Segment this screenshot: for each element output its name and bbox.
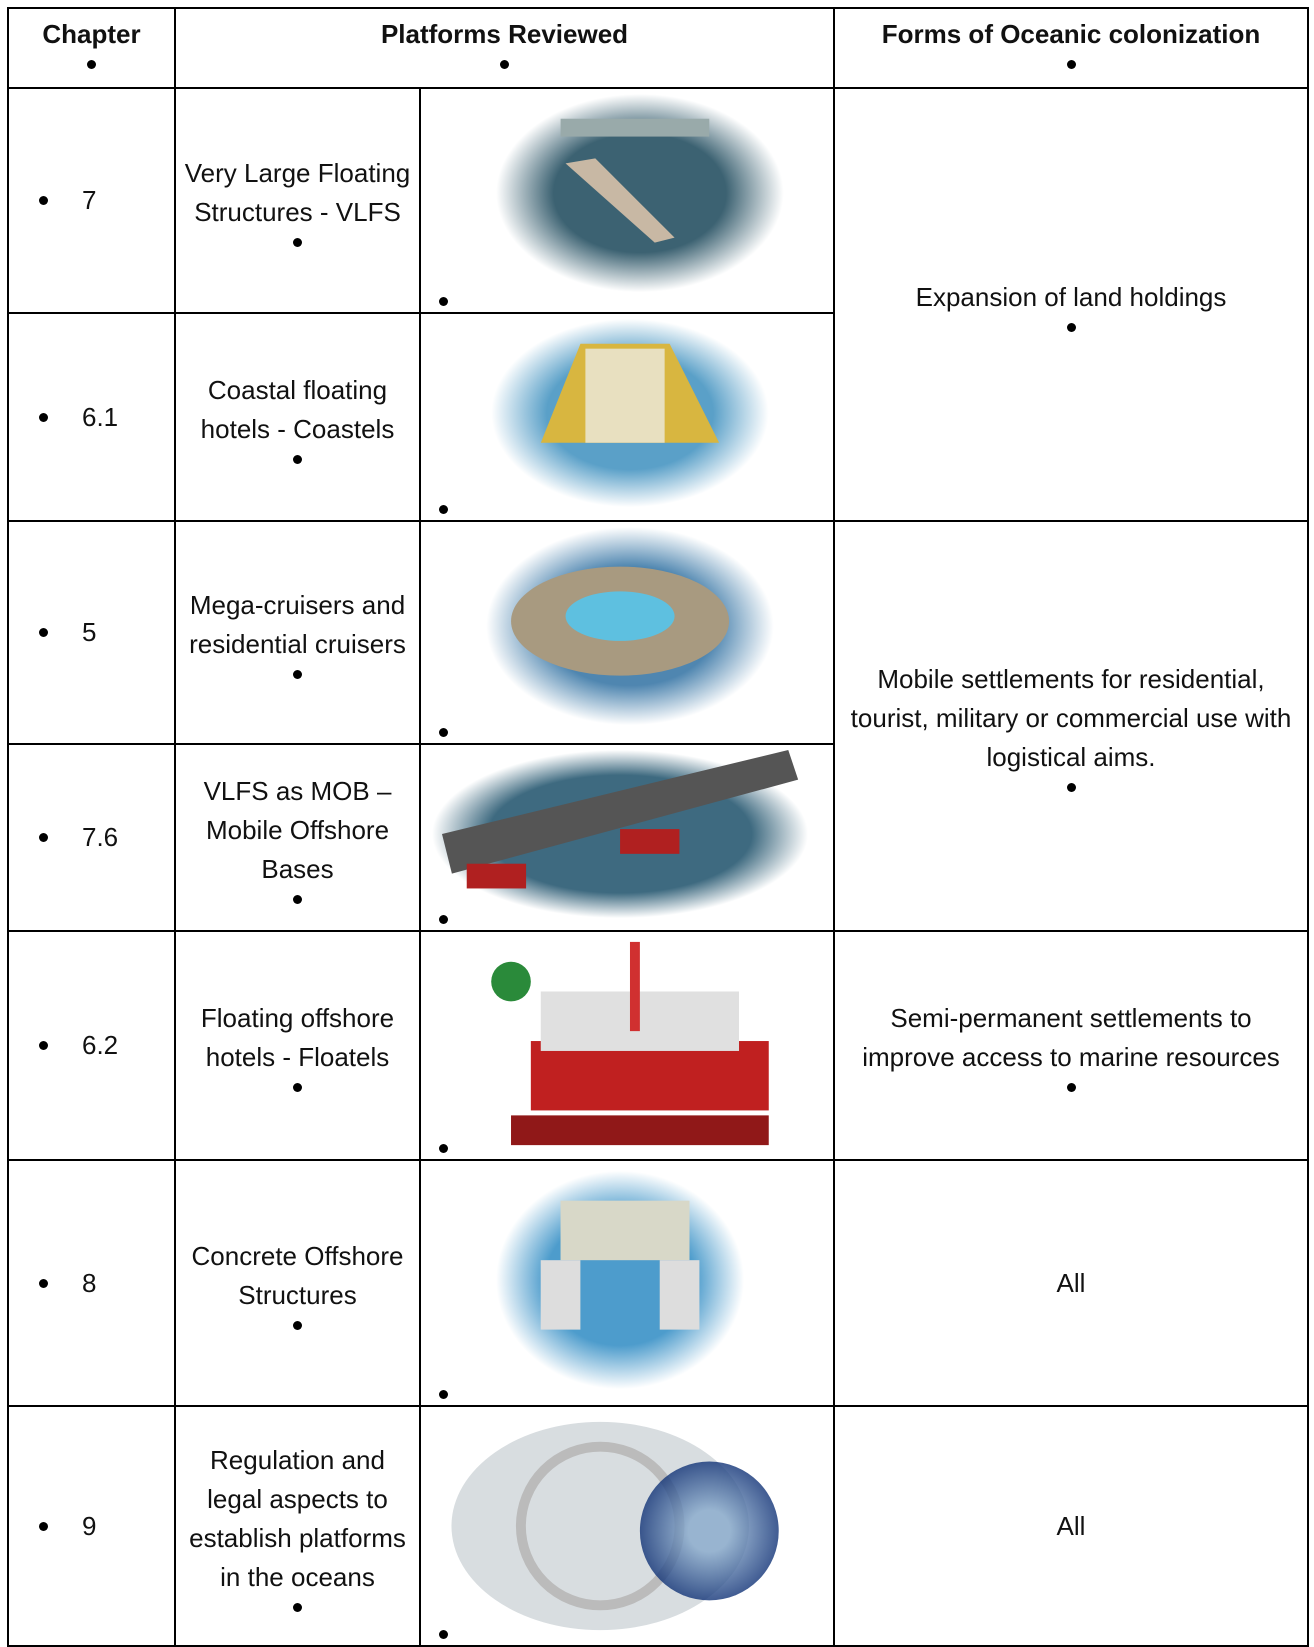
platform-cell: Concrete Offshore Structures xyxy=(174,1159,421,1407)
illustration xyxy=(486,526,774,726)
chapter-cell: 7.6 xyxy=(7,743,176,932)
form-cell: All xyxy=(833,1405,1309,1647)
chapter-number: 7 xyxy=(82,185,97,215)
chapter-number: 6.2 xyxy=(82,1030,119,1060)
illustration xyxy=(491,318,769,508)
platform-table: Chapter Platforms Reviewed Forms of Ocea… xyxy=(7,7,1309,1647)
illustration xyxy=(496,93,784,293)
platform-image xyxy=(419,930,835,1161)
form-cell: Semi-permanent settlements to improve ac… xyxy=(833,930,1309,1161)
platform-cell: Very Large Floating Structures - VLFS xyxy=(174,87,421,314)
table-row: 7.6 VLFS as MOB – Mobile Offshore Bases xyxy=(7,743,1308,932)
platform-name: VLFS as MOB – Mobile Offshore Bases xyxy=(203,775,392,884)
header-cell: Forms of Oceanic colonization xyxy=(833,7,1309,89)
table-row: 6.2 Floating offshore hotels - Floatels Se… xyxy=(7,930,1309,1161)
table-row: 9 Regulation and legal aspects to establi… xyxy=(7,1405,1309,1647)
chapter-cell: 9 xyxy=(7,1405,176,1647)
chapter-number: 8 xyxy=(82,1267,97,1298)
form-cell: All xyxy=(833,1159,1309,1407)
chapter-wrap: 6.2 xyxy=(9,1026,174,1065)
form-text: Semi-permanent settlements to improve ac… xyxy=(862,1003,1280,1072)
table-row: 6.1 Coastal floating hotels - Coastels xyxy=(7,312,1308,522)
illustration xyxy=(496,1170,745,1390)
platform-image xyxy=(419,1405,835,1647)
illustration xyxy=(491,941,769,1146)
chapter-number: 6.1 xyxy=(82,401,119,432)
platform-cell: Mega-cruisers and residential cruisers xyxy=(174,520,421,745)
platform-name: Regulation and legal aspects to establis… xyxy=(189,1444,406,1592)
chapter-cell: 7 xyxy=(7,87,176,314)
platform-cell: Floating offshore hotels - Floatels xyxy=(174,930,421,1161)
platform-cell: VLFS as MOB – Mobile Offshore Bases xyxy=(174,743,421,932)
form-text: All xyxy=(1056,1267,1086,1298)
chapter-wrap: 5 xyxy=(9,613,174,652)
platform-name: Floating offshore hotels - Floatels xyxy=(200,1003,395,1072)
chapter-wrap: 7.6 xyxy=(9,818,174,857)
platform-cell: Regulation and legal aspects to establis… xyxy=(174,1405,421,1647)
platform-cell: Coastal floating hotels - Coastels xyxy=(174,312,421,522)
chapter-cell: 5 xyxy=(7,520,176,745)
form-text: All xyxy=(1056,1510,1086,1541)
header-text: Chapter xyxy=(42,19,141,49)
platform-name: Mega-cruisers and residential cruisers xyxy=(189,590,406,659)
platform-image xyxy=(419,1159,835,1407)
platform-name: Coastal floating hotels - Coastels xyxy=(200,374,395,444)
form-cell: Expansion of land holdings xyxy=(833,87,1309,522)
platform-name: Very Large Floating Structures - VLFS xyxy=(184,158,411,227)
table-row: 5 Mega-cruisers and residential cruisers M… xyxy=(7,520,1309,932)
chapter-wrap: 6.1 xyxy=(9,398,174,437)
chapter-wrap: 8 xyxy=(9,1264,174,1303)
form-text: Expansion of land holdings xyxy=(915,281,1227,312)
chapter-cell: 6.2 xyxy=(7,930,176,1161)
platform-image xyxy=(419,87,835,314)
illustration xyxy=(451,1421,779,1631)
chapter-cell: 8 xyxy=(7,1159,176,1407)
chapter-number: 5 xyxy=(82,617,97,647)
header-cell: Chapter xyxy=(7,7,176,89)
form-cell: Mobile settlements for residential, tour… xyxy=(833,520,1309,932)
illustration xyxy=(432,749,809,919)
table-row: 7 Very Large Floating Structures - VLFS Ex… xyxy=(7,87,1309,522)
platform-image xyxy=(419,520,835,745)
chapter-wrap: 7 xyxy=(9,181,174,220)
chapter-cell: 6.1 xyxy=(7,312,176,522)
platform-image xyxy=(419,743,835,932)
header-row: Chapter Platforms Reviewed Forms of Ocea… xyxy=(7,7,1309,89)
table-row: 8 Concrete Offshore Structures All xyxy=(7,1159,1309,1407)
form-text: Mobile settlements for residential, tour… xyxy=(850,664,1292,772)
header-cell: Platforms Reviewed xyxy=(174,7,835,89)
chapter-wrap: 9 xyxy=(9,1507,174,1546)
chapter-number: 7.6 xyxy=(82,822,119,852)
header-text: Forms of Oceanic colonization xyxy=(881,19,1261,49)
chapter-number: 9 xyxy=(82,1510,97,1541)
header-text: Platforms Reviewed xyxy=(380,19,629,49)
platform-name: Concrete Offshore Structures xyxy=(191,1240,404,1310)
platform-image xyxy=(419,312,835,522)
